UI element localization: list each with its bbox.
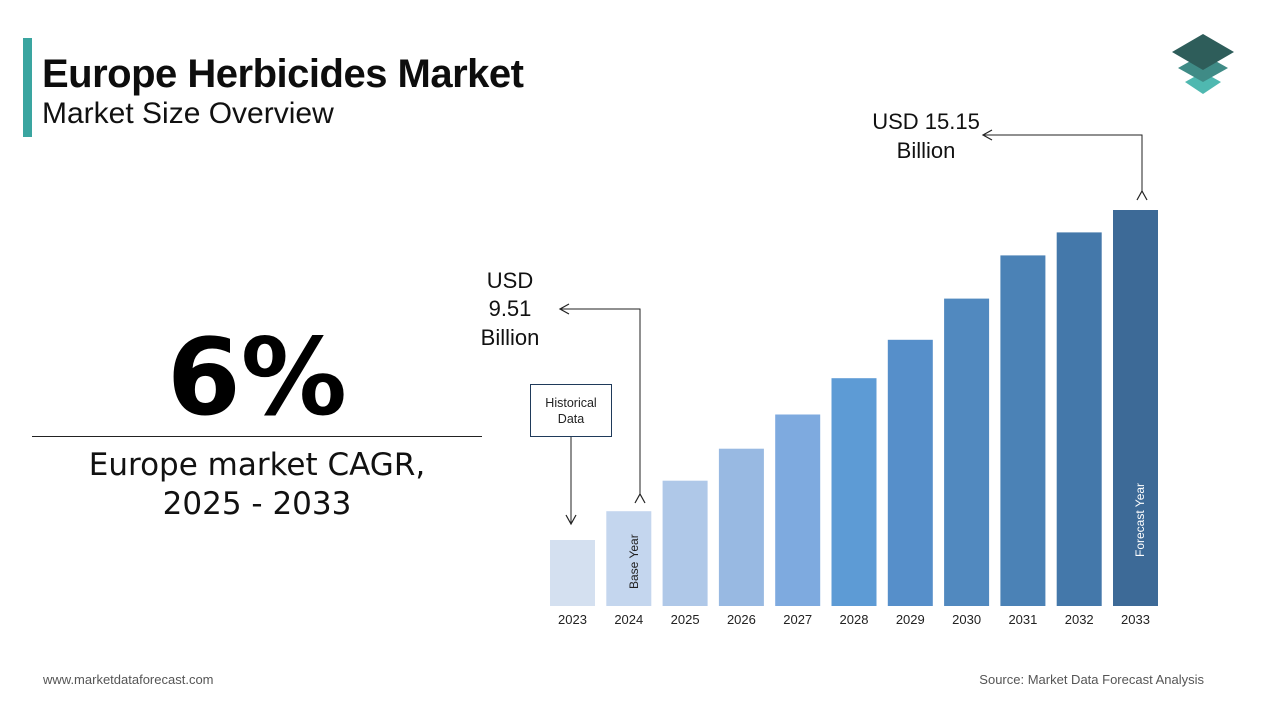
title-accent-bar — [23, 38, 32, 137]
bar-2030 — [944, 298, 990, 606]
base-value-arrow — [558, 303, 646, 504]
logo-layer-bottom — [1185, 72, 1221, 94]
x-tick-label-2031: 2031 — [1008, 612, 1037, 627]
x-tick-label-2024: 2024 — [614, 612, 643, 627]
base-value-line1: USD — [487, 268, 533, 293]
cagr-divider — [32, 436, 482, 437]
cagr-label: Europe market CAGR, 2025 - 2033 — [32, 446, 482, 524]
logo-layer-top — [1172, 34, 1234, 70]
year-labels-group: 2023 2024 2025 2026 2027 2028 2029 2030 2031 2032… — [558, 612, 1150, 627]
bar-2032 — [1056, 232, 1102, 606]
bar-2026 — [718, 448, 764, 606]
x-tick-label-2033: 2033 — [1121, 612, 1150, 627]
base-year-label: Base Year — [627, 534, 641, 589]
footer-source: Source: Market Data Forecast Analysis — [979, 672, 1204, 687]
bar-2027 — [775, 414, 821, 606]
x-tick-label-2030: 2030 — [952, 612, 981, 627]
bar-2029 — [887, 339, 933, 606]
x-tick-label-2023: 2023 — [558, 612, 587, 627]
base-value-line2: 9.51 — [489, 296, 532, 321]
forecast-value-line1: USD 15.15 — [872, 109, 980, 134]
bars-group — [550, 210, 1158, 606]
brand-logo-icon — [1172, 34, 1234, 94]
x-tick-label-2032: 2032 — [1065, 612, 1094, 627]
bar-2031 — [1000, 255, 1046, 606]
x-tick-label-2028: 2028 — [840, 612, 869, 627]
forecast-value-line2: Billion — [897, 138, 956, 163]
bar-2023 — [550, 540, 595, 606]
bar-2024 — [606, 511, 652, 606]
bar-2025 — [662, 480, 708, 606]
historical-data-box: Historical Data — [530, 384, 612, 437]
cagr-label-line2: 2025 - 2033 — [162, 486, 352, 522]
footer-website: www.marketdataforecast.com — [43, 672, 214, 687]
bar-2028 — [831, 378, 877, 606]
page-subtitle: Market Size Overview — [42, 97, 334, 130]
forecast-value-arrow — [981, 129, 1148, 201]
forecast-year-label: Forecast Year — [1133, 483, 1147, 557]
x-tick-label-2027: 2027 — [783, 612, 812, 627]
cagr-value: 6% — [167, 316, 347, 439]
x-tick-label-2025: 2025 — [671, 612, 700, 627]
x-tick-label-2026: 2026 — [727, 612, 756, 627]
x-tick-label-2029: 2029 — [896, 612, 925, 627]
cagr-label-line1: Europe market CAGR, — [88, 447, 426, 483]
bar-2033 — [1113, 210, 1158, 606]
page-title: Europe Herbicides Market — [42, 52, 524, 96]
base-value-line3: Billion — [481, 325, 540, 350]
